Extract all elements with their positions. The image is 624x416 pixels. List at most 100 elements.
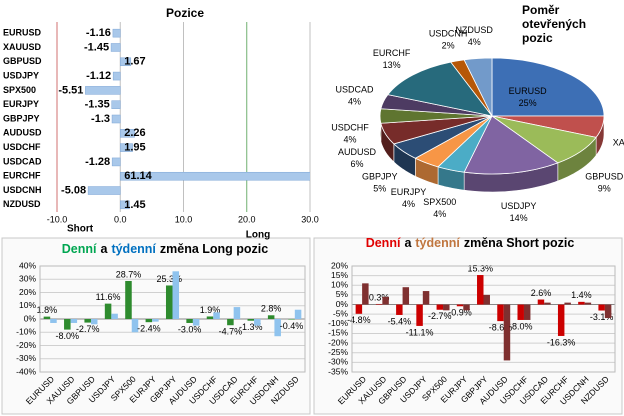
bar <box>112 28 121 38</box>
slice-value: 13% <box>383 60 401 70</box>
value-label: 61.14 <box>124 170 152 182</box>
pie-slice <box>491 57 605 117</box>
slice-label: USDCAD <box>335 84 374 94</box>
bar <box>120 57 132 67</box>
y-tick-label: 10% <box>19 300 36 310</box>
bar <box>477 275 484 305</box>
bar <box>463 304 470 311</box>
value-label: -5.08 <box>61 184 86 196</box>
value-label: -1.28 <box>85 156 110 168</box>
bar <box>503 304 511 361</box>
value-label: -16.3% <box>547 337 576 347</box>
y-tick-label: 20% <box>19 287 36 297</box>
bar <box>247 319 255 321</box>
bar <box>172 271 180 319</box>
bar <box>152 319 159 322</box>
bar <box>362 283 369 305</box>
slice-label: EURUSD <box>509 86 548 96</box>
value-label: 25.3% <box>156 274 182 284</box>
value-label: 11.6% <box>96 292 121 302</box>
value-label: -0.4% <box>280 321 304 331</box>
bar <box>598 304 605 311</box>
panel <box>313 237 623 415</box>
bar <box>416 304 423 326</box>
value-label: -1.16 <box>86 27 111 39</box>
chart-title: Denní a týdenní změna Long pozic <box>62 242 269 256</box>
value-label: 0.3% <box>369 292 390 302</box>
bar <box>254 319 261 326</box>
value-label: -3.0% <box>178 324 202 334</box>
title-part: a <box>404 236 412 250</box>
bar <box>165 285 173 319</box>
y-tick-label: 40% <box>19 260 36 270</box>
value-label: 2.8% <box>261 304 282 314</box>
category-label: NZDUSD <box>3 199 41 209</box>
value-label: -4.7% <box>219 327 243 337</box>
bar <box>422 291 430 305</box>
value-label: -1.3 <box>91 113 110 125</box>
title-part: Denní <box>366 236 401 250</box>
chart-title: Denní a týdenní změna Short pozic <box>366 236 575 250</box>
slice-value: 5% <box>373 183 386 193</box>
y-tick-label: -10% <box>16 327 36 337</box>
bar <box>111 100 121 109</box>
bar <box>382 296 389 305</box>
bar <box>456 304 464 307</box>
bar <box>84 319 91 323</box>
x-tick-label: -10.0 <box>47 214 68 224</box>
bar <box>537 299 545 305</box>
bar <box>90 319 98 325</box>
value-label: 2.26 <box>124 127 145 139</box>
bar <box>87 186 121 195</box>
y-tick-label: 0% <box>24 313 37 323</box>
bar <box>233 307 241 319</box>
bar <box>604 304 612 319</box>
bar <box>111 157 121 167</box>
slice-value: 4% <box>468 37 481 47</box>
category-label: USDCHF <box>3 142 41 152</box>
y-tick-label: -15% <box>328 328 348 338</box>
title-part: a <box>100 242 108 256</box>
slice-label: AUDUSD <box>338 147 377 157</box>
bar <box>112 71 121 81</box>
value-label: -8.6% <box>489 322 513 332</box>
y-tick-label: -35% <box>328 366 348 376</box>
bar <box>120 200 130 210</box>
bar <box>131 319 139 333</box>
bar <box>110 43 121 52</box>
slice-value: 2% <box>442 40 455 50</box>
bar <box>120 171 310 181</box>
bar <box>43 316 51 319</box>
slice-label: EURJPY <box>391 187 427 197</box>
slice-label: GBPUSD <box>585 171 624 181</box>
category-label: SPX500 <box>3 85 36 95</box>
category-label: USDCAD <box>3 156 42 166</box>
slice-label: SPX500 <box>423 197 456 207</box>
bar <box>111 313 118 319</box>
bar <box>85 86 121 95</box>
bar <box>517 304 524 320</box>
chart-title: Pozice <box>166 6 204 20</box>
value-label: 1.45 <box>124 199 145 211</box>
y-tick-label: 20% <box>331 260 348 270</box>
value-label: -8.0% <box>56 331 80 341</box>
bar <box>50 319 57 323</box>
category-label: EURCHF <box>3 171 41 181</box>
category-label: GBPJPY <box>3 113 40 123</box>
bar <box>375 303 383 305</box>
category-label: USDCNH <box>3 185 42 195</box>
bar <box>186 319 193 323</box>
bar <box>544 302 551 305</box>
plot-frame <box>39 265 306 373</box>
bar <box>443 304 450 311</box>
value-label: -2.7% <box>76 324 100 334</box>
pie-slice <box>463 57 493 117</box>
y-tick-label: -5% <box>333 308 349 318</box>
value-label: -1.3% <box>239 322 263 332</box>
slice-value: 4% <box>348 96 361 106</box>
bar <box>111 114 121 124</box>
bar <box>145 319 153 323</box>
bar <box>120 129 135 138</box>
bar <box>497 304 504 322</box>
